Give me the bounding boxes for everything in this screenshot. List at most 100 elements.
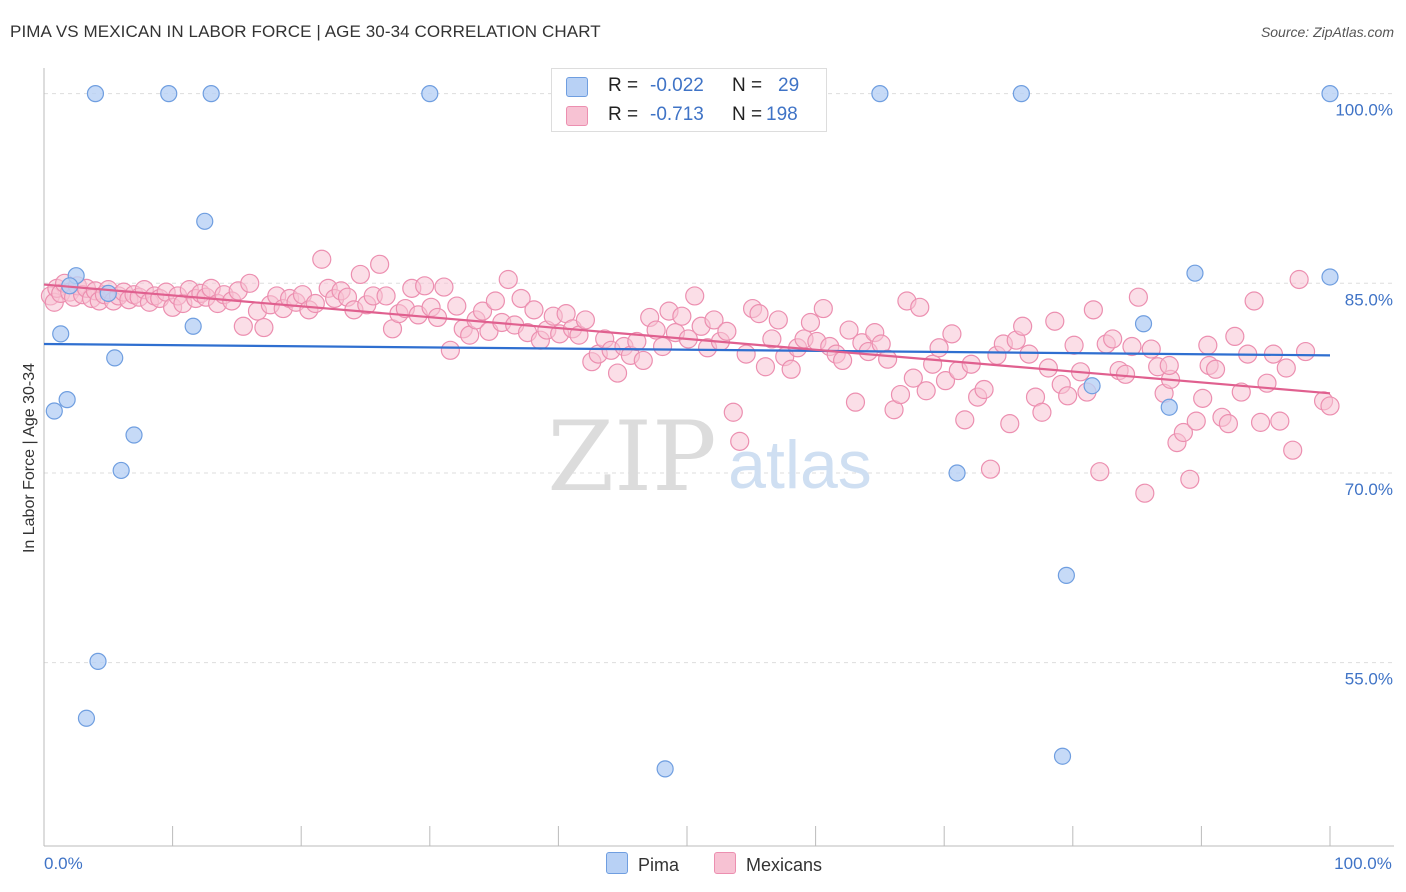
mexicans-point bbox=[1180, 469, 1200, 489]
watermark: ZIP atlas bbox=[547, 401, 871, 513]
mexicans-point bbox=[434, 277, 454, 297]
mexicans-n-label: N = bbox=[732, 104, 763, 125]
mexicans-point bbox=[1090, 462, 1110, 482]
mexicans-point bbox=[1289, 269, 1309, 290]
stats-legend-box: R = -0.022 N = 29 R = -0.713 N = 198 bbox=[551, 68, 827, 132]
y-tick-label: 85.0% bbox=[1345, 290, 1393, 309]
mexicans-point bbox=[415, 276, 435, 296]
pima-point bbox=[99, 284, 117, 303]
mexicans-point bbox=[800, 312, 821, 333]
mexicans-point bbox=[980, 459, 1001, 479]
y-tick-label: 70.0% bbox=[1345, 480, 1393, 499]
mexicans-point bbox=[723, 402, 743, 422]
pima-point bbox=[52, 325, 70, 343]
mexicans-point bbox=[1173, 422, 1193, 443]
pima-point bbox=[1321, 85, 1339, 103]
pima-point bbox=[202, 85, 220, 103]
mexicans-point bbox=[1250, 412, 1271, 432]
mexicans-point bbox=[233, 316, 253, 336]
pima-points bbox=[45, 85, 1339, 778]
legend-mexicans-swatch bbox=[714, 852, 736, 874]
y-tick-label: 55.0% bbox=[1345, 670, 1393, 689]
mexicans-point bbox=[890, 384, 911, 405]
mexicans-point bbox=[1276, 358, 1296, 378]
pima-point bbox=[112, 461, 130, 480]
mexicans-n-value: 198 bbox=[766, 104, 798, 125]
mexicans-point bbox=[627, 331, 647, 352]
pima-r-label: R = bbox=[608, 75, 639, 96]
mexicans-point bbox=[813, 298, 833, 319]
legend-item-mexicans[interactable]: Mexicans bbox=[714, 852, 822, 876]
chart-title: PIMA VS MEXICAN IN LABOR FORCE | AGE 30-… bbox=[10, 22, 601, 41]
stats-row-pima: R = -0.022 N = 29 bbox=[552, 73, 826, 101]
pima-point bbox=[196, 212, 214, 230]
mexicans-point bbox=[376, 286, 396, 306]
pima-point bbox=[1134, 315, 1153, 333]
mexicans-point bbox=[672, 306, 692, 326]
mexicans-r-label: R = bbox=[608, 104, 639, 125]
mexicans-point bbox=[955, 410, 975, 430]
pima-point bbox=[1160, 398, 1178, 416]
pima-point bbox=[948, 464, 966, 482]
pima-point bbox=[125, 426, 143, 444]
pima-n-value: 29 bbox=[778, 75, 800, 96]
stats-row-mexicans: R = -0.713 N = 198 bbox=[552, 102, 826, 130]
mexicans-point bbox=[646, 320, 666, 340]
x-tick-label: 100.0% bbox=[1334, 854, 1392, 873]
mexicans-point bbox=[312, 249, 332, 269]
mexicans-r-value: -0.713 bbox=[650, 104, 704, 125]
mexicans-point bbox=[1032, 402, 1052, 422]
mexicans-point bbox=[762, 329, 782, 349]
mexicans-point bbox=[1205, 359, 1226, 379]
axes bbox=[43, 68, 1394, 847]
mexicans-point bbox=[1159, 355, 1179, 376]
pima-n-label: N = bbox=[732, 75, 763, 96]
mexicans-point bbox=[511, 288, 531, 309]
mexicans-point bbox=[1045, 311, 1065, 331]
mexicans-point bbox=[910, 297, 930, 317]
mexicans-point bbox=[1103, 329, 1123, 349]
mexicans-point bbox=[240, 273, 260, 293]
legend-item-pima[interactable]: Pima bbox=[606, 852, 679, 876]
source-credit: Source: ZipAtlas.com bbox=[1260, 24, 1394, 40]
pima-swatch bbox=[566, 77, 588, 97]
mexicans-point bbox=[472, 301, 493, 321]
mexicans-point bbox=[839, 320, 859, 340]
pima-point bbox=[77, 709, 96, 727]
mexicans-trend-line bbox=[43, 283, 1331, 395]
pima-point bbox=[656, 760, 674, 778]
x-tick-label: 0.0% bbox=[44, 854, 83, 873]
mexicans-point bbox=[254, 317, 274, 338]
mexicans-point bbox=[1198, 335, 1218, 355]
mexicans-point bbox=[1141, 339, 1161, 359]
mexicans-point bbox=[755, 357, 776, 377]
pima-r-value: -0.022 bbox=[650, 75, 704, 96]
mexicans-point bbox=[633, 350, 653, 371]
pima-point bbox=[106, 349, 124, 367]
pima-point bbox=[1012, 85, 1030, 103]
mexicans-point bbox=[1244, 291, 1264, 311]
mexicans-point bbox=[1083, 300, 1103, 320]
pima-point bbox=[1321, 268, 1339, 286]
mexicans-swatch bbox=[566, 106, 588, 126]
mexicans-point bbox=[1135, 483, 1155, 503]
tick-labels: 100.0% 85.0% 70.0% 55.0% 0.0% 100.0% bbox=[44, 101, 1393, 873]
mexicans-point bbox=[704, 310, 724, 330]
watermark-atlas: atlas bbox=[728, 427, 872, 503]
mexicans-point bbox=[1128, 287, 1148, 307]
pima-point bbox=[58, 391, 76, 409]
mexicans-point bbox=[1295, 341, 1316, 362]
mexicans-point bbox=[1320, 396, 1340, 416]
mexicans-point bbox=[1283, 440, 1303, 460]
mexicans-point bbox=[685, 286, 705, 306]
mexicans-point bbox=[1186, 411, 1206, 431]
mexicans-point bbox=[575, 310, 596, 330]
mexicans-point bbox=[935, 371, 956, 391]
mexicans-point bbox=[1058, 386, 1078, 406]
pima-point bbox=[160, 85, 178, 103]
mexicans-point bbox=[903, 368, 923, 388]
pima-point bbox=[871, 85, 889, 103]
pima-point bbox=[89, 652, 107, 670]
pima-trend-line bbox=[43, 342, 1331, 357]
